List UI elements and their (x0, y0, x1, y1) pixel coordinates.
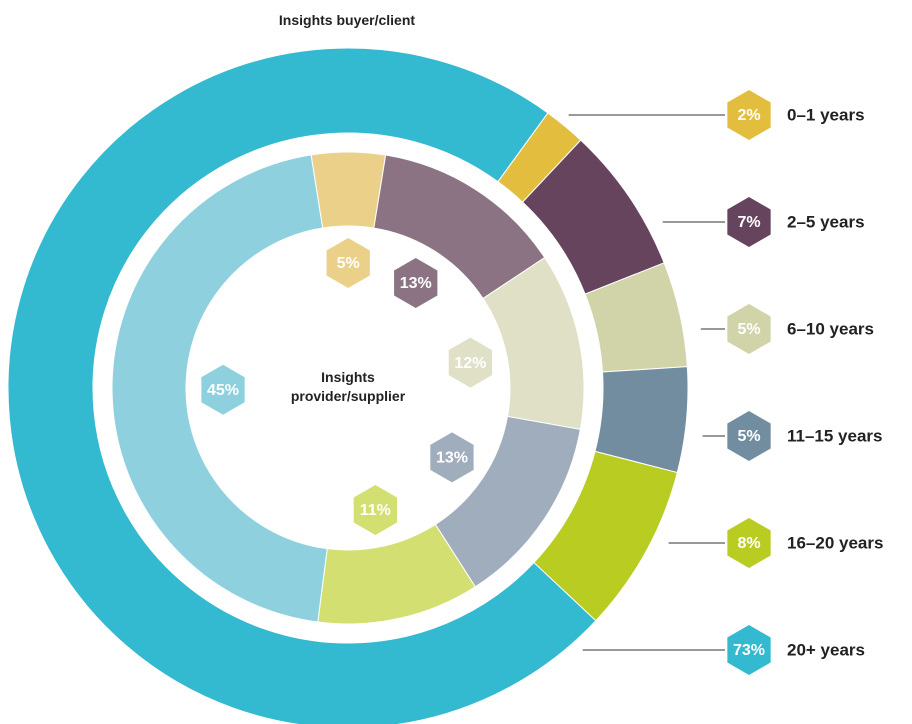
hex-badge (394, 257, 438, 308)
chart-title: Insights buyer/client (278, 12, 416, 28)
legend-label: 0–1 years (787, 105, 865, 124)
value-label: 13% (436, 450, 468, 467)
legend-label: 11–15 years (787, 426, 883, 445)
hex-badge (727, 518, 771, 568)
value-label: 45% (207, 382, 239, 399)
value-label: 5% (737, 321, 760, 338)
donut-segment (310, 151, 387, 229)
legend-label: 6–10 years (787, 319, 874, 338)
hex-badge (727, 625, 771, 675)
hex-badge (727, 411, 771, 461)
hex-badge (430, 432, 474, 483)
hex-badge (727, 197, 771, 247)
hex-badge (353, 484, 397, 535)
value-label: 5% (737, 428, 760, 445)
hex-badge (727, 90, 771, 140)
value-label: 5% (337, 255, 360, 272)
hex-badge (326, 238, 370, 289)
center-label: Insights provider/supplier (290, 369, 406, 404)
donut-segment (7, 47, 597, 724)
value-label: 11% (360, 502, 391, 519)
value-label: 7% (737, 214, 760, 231)
value-label: 8% (737, 535, 760, 552)
value-label: 13% (400, 275, 432, 292)
value-label: 73% (733, 642, 765, 659)
hex-badge (201, 364, 245, 415)
value-label: 2% (737, 107, 760, 124)
legend-label: 16–20 years (787, 533, 883, 552)
legend-label: 2–5 years (787, 212, 865, 231)
legend-label: 20+ years (787, 640, 865, 659)
hex-badge (448, 337, 493, 388)
value-label: 12% (454, 355, 486, 372)
donut-segment (111, 154, 328, 623)
hex-badge (727, 304, 771, 354)
